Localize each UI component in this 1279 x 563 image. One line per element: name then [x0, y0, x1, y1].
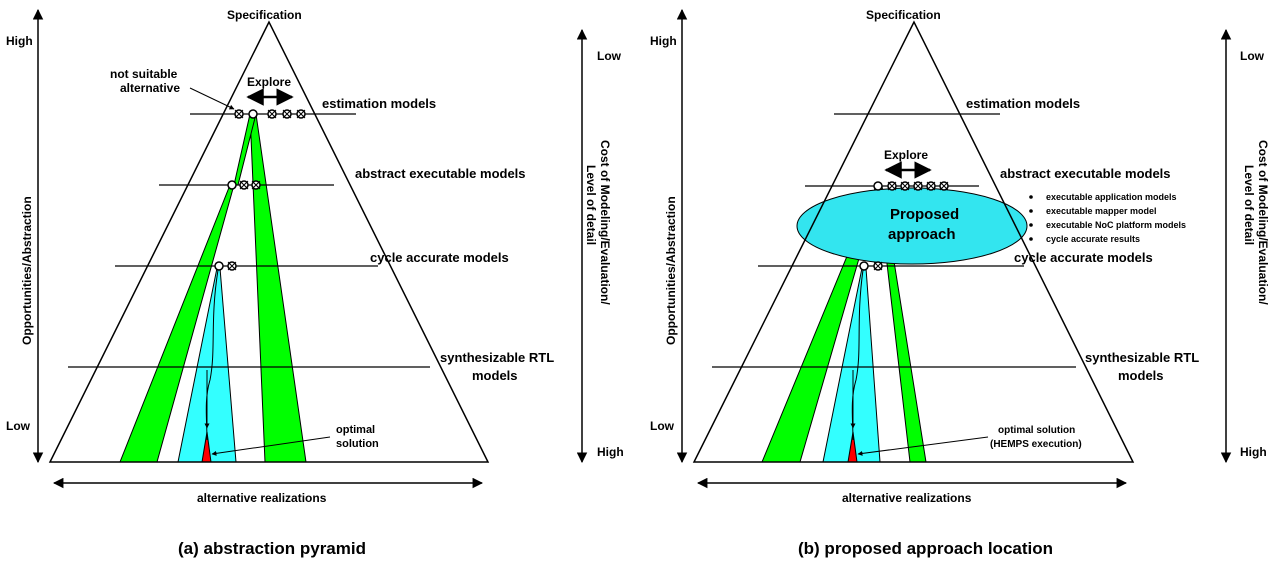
- proposed-line2: approach: [888, 226, 956, 243]
- search-path: [851, 269, 864, 441]
- optimal-line1: optimal: [336, 424, 375, 436]
- explore-label: Explore: [247, 75, 291, 89]
- bullet-2: executable mapper model: [1046, 206, 1157, 216]
- optimal-line2: (HEMPS execution): [990, 439, 1082, 450]
- pyramid-outline: [692, 20, 1135, 463]
- level-rtl: synthesizable RTL: [440, 350, 554, 365]
- right-high: High: [597, 445, 624, 459]
- right-axis-line1: Cost of Modeling/Evaluation/: [1256, 140, 1270, 305]
- panel-a: Explore not suitable alternative estimat…: [6, 8, 624, 558]
- search-path: [205, 269, 219, 441]
- right-axis-line2: Level of detail: [1242, 165, 1256, 245]
- bullet-1: executable application models: [1046, 192, 1177, 202]
- panel-b: Explore Proposed approach executable app…: [650, 8, 1270, 558]
- bullet-4: cycle accurate results: [1046, 234, 1140, 244]
- level-estimation: estimation models: [966, 96, 1080, 111]
- level-abstract: abstract executable models: [355, 166, 526, 181]
- bullet-3: executable NoC platform models: [1046, 220, 1186, 230]
- level-rtl-models: models: [472, 368, 518, 383]
- left-low: Low: [650, 419, 675, 433]
- caption-b: (b) proposed approach location: [798, 539, 1053, 558]
- pyramid-outline: [48, 20, 490, 463]
- proposed-line1: Proposed: [890, 206, 959, 223]
- right-axis-line2: Level of detail: [584, 165, 598, 245]
- level-estimation: estimation models: [322, 96, 436, 111]
- level-cycle: cycle accurate models: [1014, 250, 1153, 265]
- specification-label: Specification: [227, 8, 302, 22]
- left-high: High: [6, 34, 33, 48]
- right-axis-line1: Cost of Modeling/Evaluation/: [598, 140, 612, 305]
- not-suitable-line1: not suitable: [110, 67, 178, 81]
- bottom-axis-label: alternative realizations: [842, 491, 972, 505]
- optimal-line1: optimal solution: [998, 425, 1075, 436]
- specification-label: Specification: [866, 8, 941, 22]
- right-low: Low: [1240, 49, 1265, 63]
- level-abstract: abstract executable models: [1000, 166, 1171, 181]
- explore-label: Explore: [884, 148, 928, 162]
- level-rtl-models: models: [1118, 368, 1164, 383]
- left-axis-label: Opportunities/Abstraction: [20, 196, 34, 345]
- left-high: High: [650, 34, 677, 48]
- level-rtl: synthesizable RTL: [1085, 350, 1199, 365]
- green-wedge-right: [249, 113, 307, 463]
- bullet-list: executable application models executable…: [1029, 192, 1186, 244]
- bottom-axis-label: alternative realizations: [197, 491, 327, 505]
- not-suitable-line2: alternative: [120, 81, 180, 95]
- right-high: High: [1240, 445, 1267, 459]
- right-low: Low: [597, 49, 622, 63]
- optimal-line2: solution: [336, 438, 379, 450]
- level-cycle: cycle accurate models: [370, 250, 509, 265]
- caption-a: (a) abstraction pyramid: [178, 539, 366, 558]
- left-axis-label: Opportunities/Abstraction: [664, 196, 678, 345]
- proposed-approach-ellipse: [796, 187, 1028, 265]
- left-low: Low: [6, 419, 31, 433]
